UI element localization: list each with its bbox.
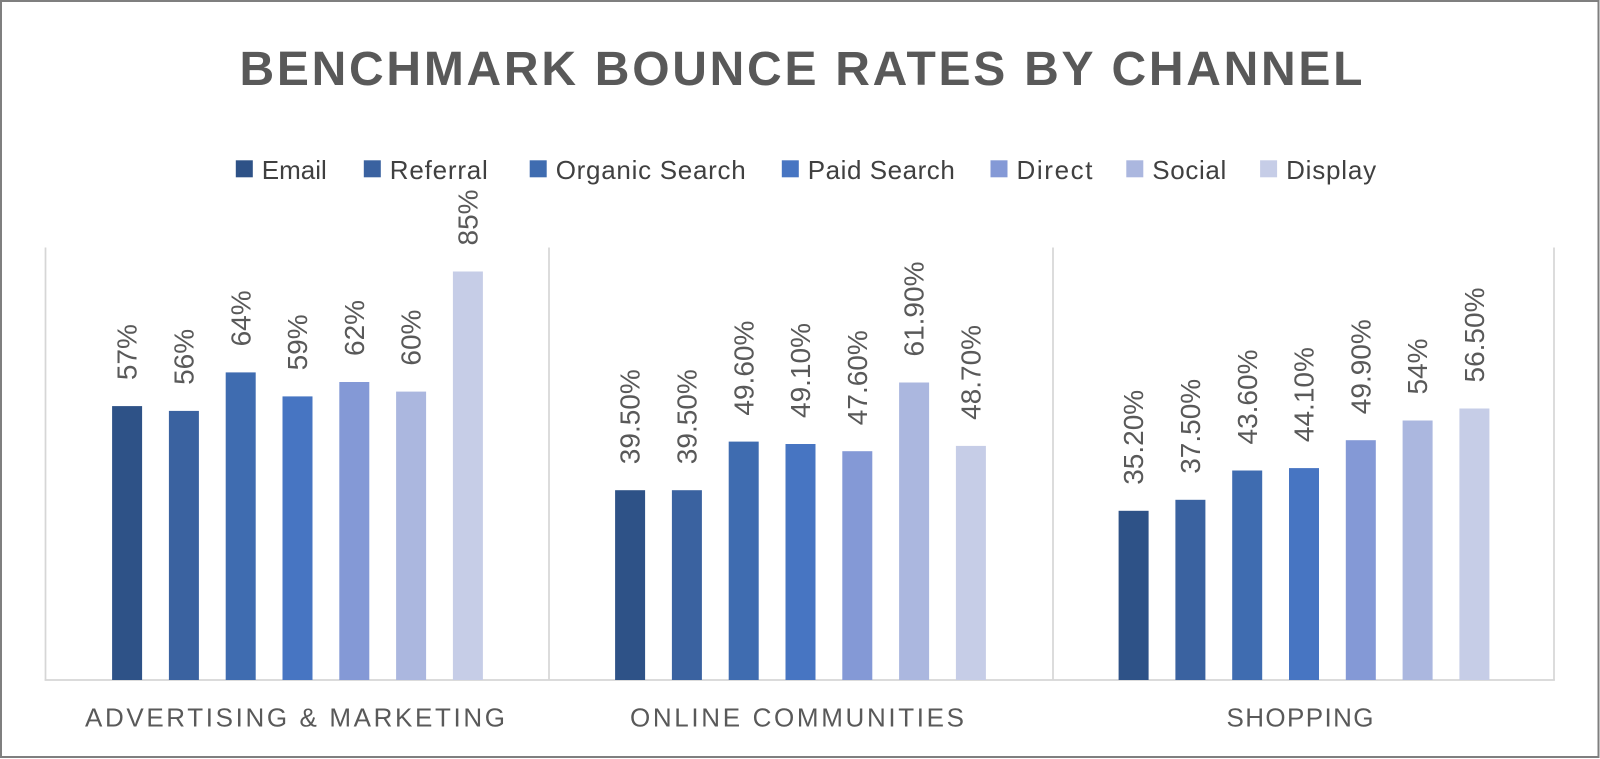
svg-text:49.90%: 49.90% [1345,319,1376,414]
svg-text:Paid Search: Paid Search [808,155,955,185]
svg-text:56.50%: 56.50% [1459,288,1490,383]
svg-text:Display: Display [1286,155,1376,185]
svg-text:49.60%: 49.60% [728,321,759,416]
svg-text:62%: 62% [339,300,370,356]
svg-text:56%: 56% [169,329,200,385]
svg-text:57%: 57% [112,324,143,380]
svg-text:39.50%: 39.50% [615,369,646,464]
svg-text:64%: 64% [225,290,256,346]
svg-text:Organic Search: Organic Search [556,155,746,185]
svg-text:Direct: Direct [1017,155,1094,185]
svg-text:85%: 85% [453,189,484,245]
svg-text:SHOPPING: SHOPPING [1227,703,1374,733]
svg-text:49.10%: 49.10% [785,323,816,418]
svg-text:44.10%: 44.10% [1289,347,1320,442]
svg-text:61.90%: 61.90% [899,262,930,357]
svg-text:54%: 54% [1402,338,1433,394]
svg-text:Referral: Referral [390,155,488,185]
svg-text:ADVERTISING & MARKETING: ADVERTISING & MARKETING [85,703,505,733]
svg-text:Social: Social [1152,155,1226,185]
svg-text:60%: 60% [396,310,427,366]
svg-text:35.20%: 35.20% [1118,390,1149,485]
svg-text:37.50%: 37.50% [1175,379,1206,474]
svg-text:47.60%: 47.60% [842,330,873,425]
svg-text:59%: 59% [282,314,313,370]
svg-text:43.60%: 43.60% [1232,350,1263,445]
svg-text:ONLINE COMMUNITIES: ONLINE COMMUNITIES [630,703,964,733]
svg-text:BENCHMARK BOUNCE RATES BY CHAN: BENCHMARK BOUNCE RATES BY CHANNEL [240,43,1363,96]
svg-text:39.50%: 39.50% [672,369,703,464]
svg-text:48.70%: 48.70% [956,325,987,420]
svg-text:Email: Email [262,155,327,185]
